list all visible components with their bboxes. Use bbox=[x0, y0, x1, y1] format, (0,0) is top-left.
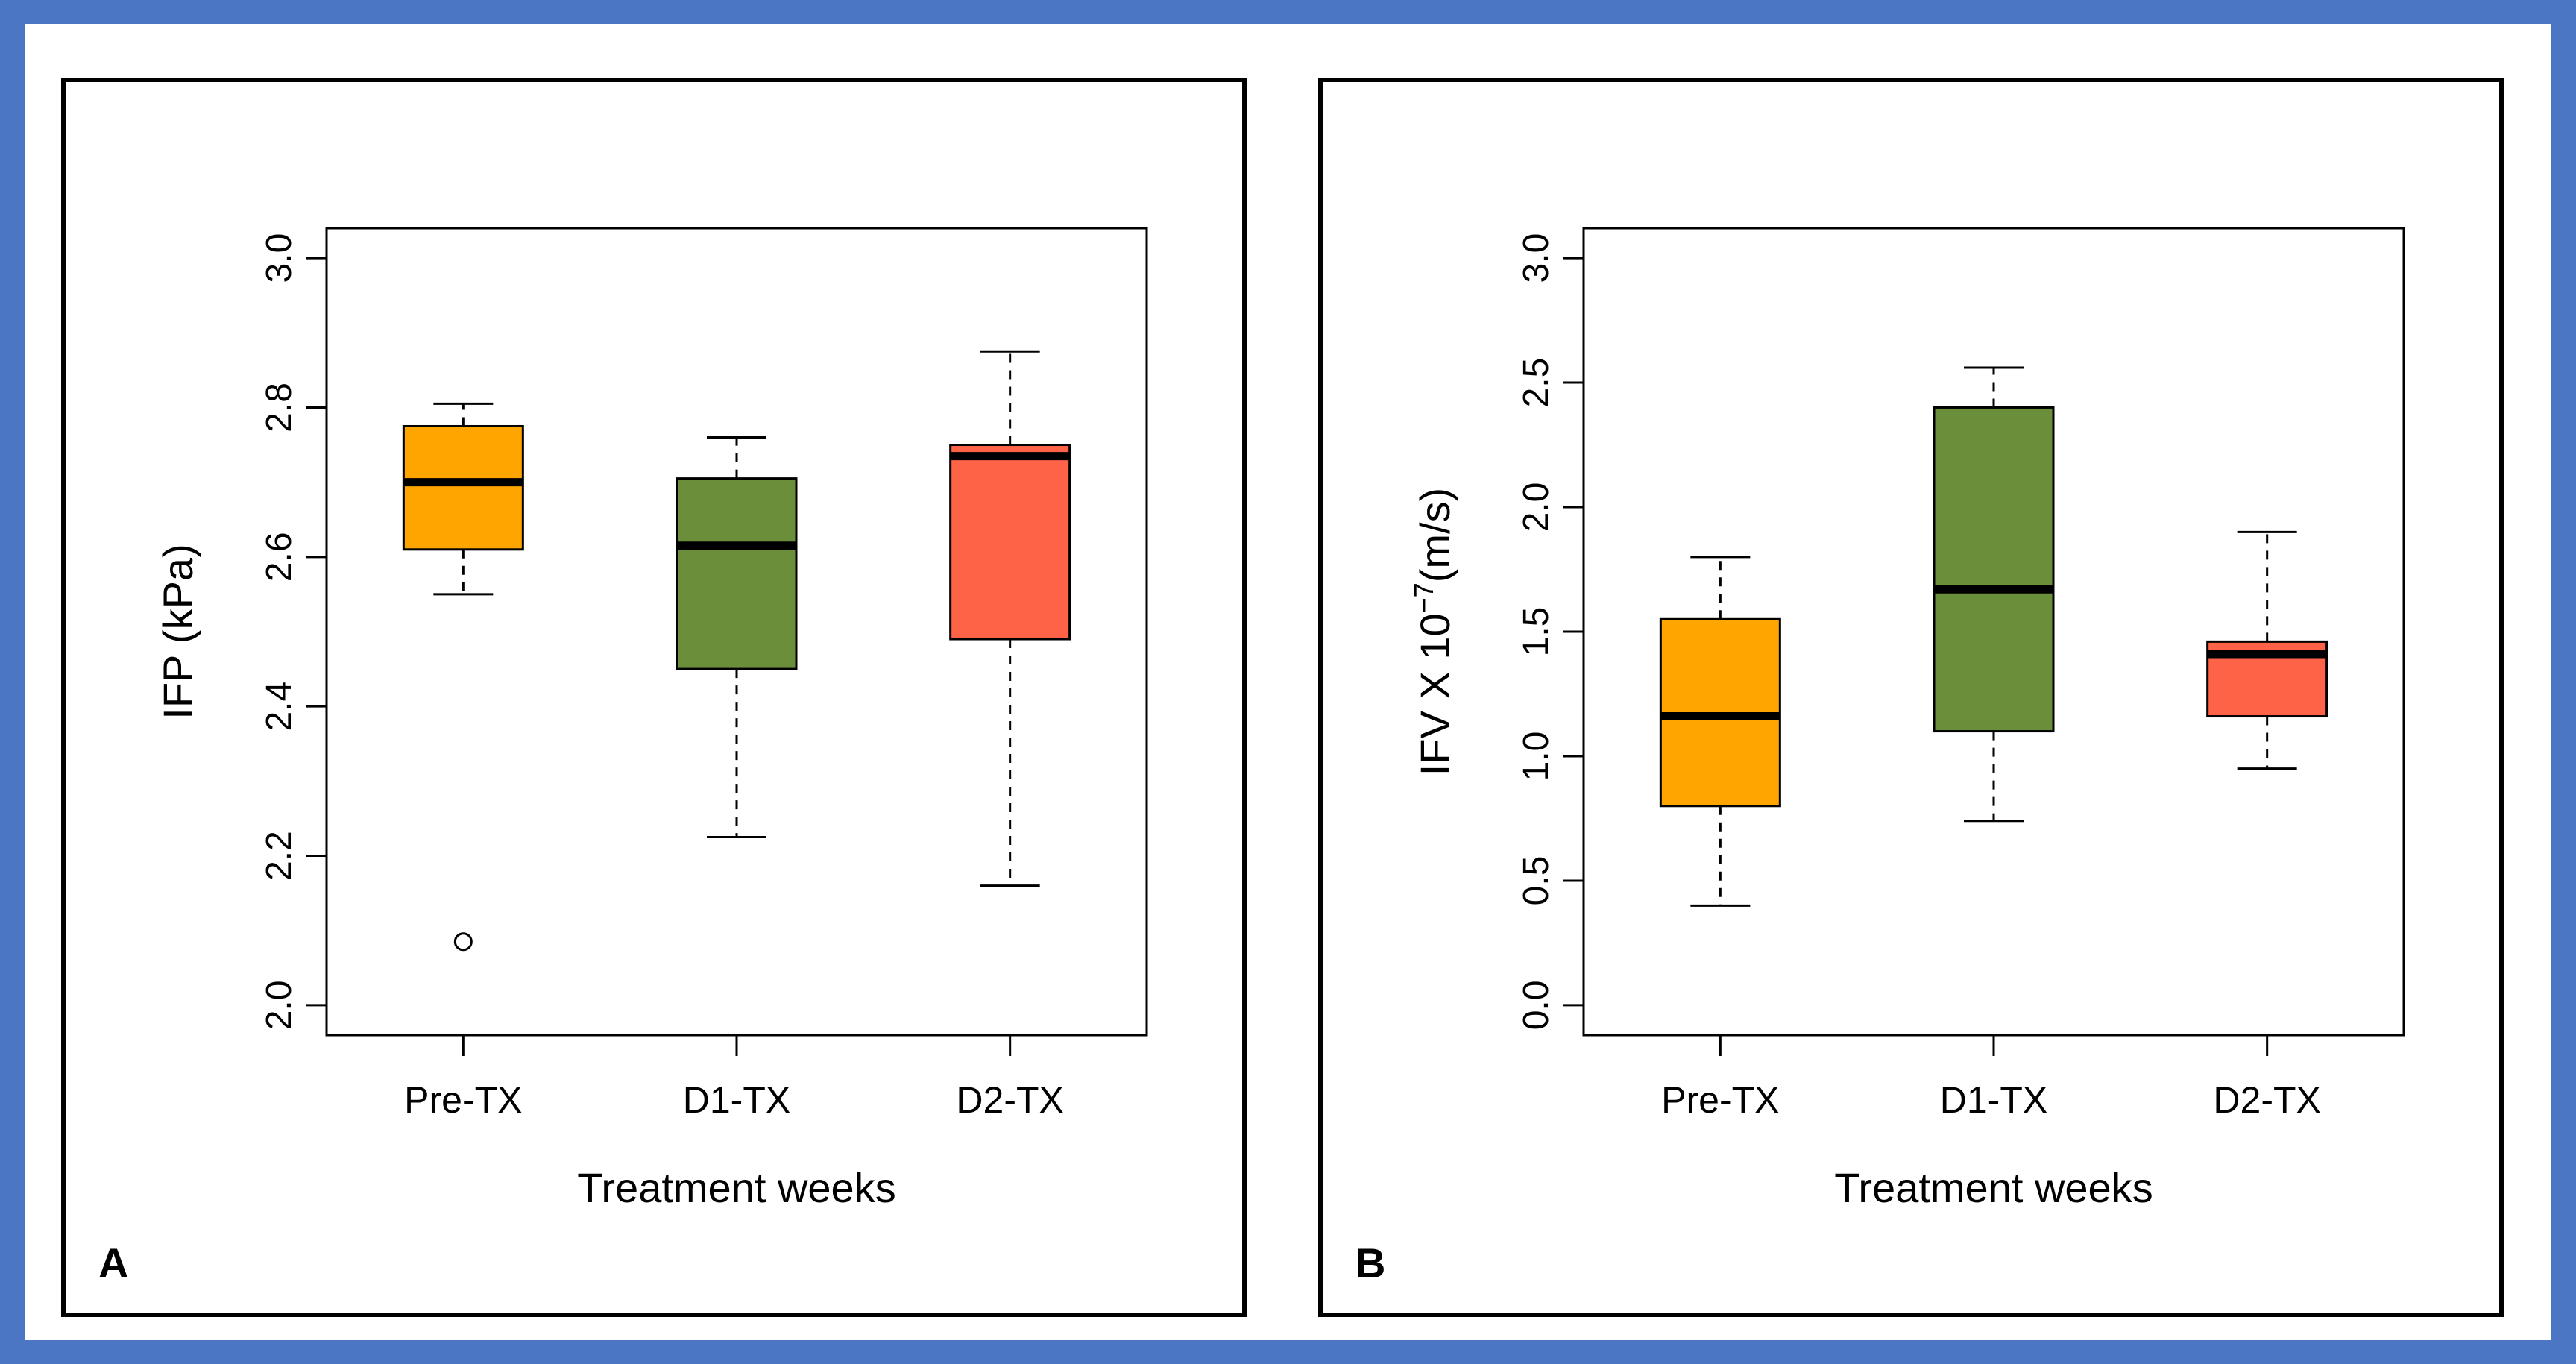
chart-a-iqr-box bbox=[676, 477, 798, 670]
chart-b-y-tick-label: 0.0 bbox=[1517, 981, 1556, 1031]
chart-b-y-tick-label: 1.5 bbox=[1517, 607, 1556, 657]
chart-a-box-pre-tx bbox=[402, 402, 524, 952]
chart-b-y-axis-title-main: IFV X 10 bbox=[1411, 613, 1458, 776]
chart-b-y-axis-title-unit: (m/s) bbox=[1411, 488, 1458, 583]
chart-b-x-tick-label: D1-TX bbox=[1940, 1079, 2047, 1121]
panel-letter-a: A bbox=[98, 1239, 129, 1286]
chart-a-y-tick-label: 2.2 bbox=[259, 831, 299, 881]
chart-b-y-axis: 0.0 0.5 1.0 1.5 2.0 2.5 3.0 bbox=[1517, 233, 1584, 1031]
chart-a-x-axis: Pre-TX D1-TX D2-TX bbox=[404, 1035, 1064, 1121]
chart-b-y-tick-label: 2.5 bbox=[1517, 358, 1556, 408]
chart-b-x-axis-title: Treatment weeks bbox=[1834, 1164, 2153, 1211]
chart-a-y-axis-title-main: IFP (kPa) bbox=[154, 544, 201, 719]
chart-b-y-tick-label: 0.5 bbox=[1517, 856, 1556, 906]
chart-a-x-tick-label: D2-TX bbox=[956, 1079, 1063, 1121]
chart-b-y-tick-label: 2.0 bbox=[1517, 483, 1556, 532]
figure-frame: 2.0 2.2 2.4 2.6 2.8 3.0 Pre-TX D1-TX D2-TX Treatm… bbox=[25, 24, 2551, 1340]
chart-a-y-tick-label: 2.0 bbox=[259, 981, 299, 1031]
chart-b-y-axis-title: IFV X 10−7(m/s) bbox=[1408, 488, 1458, 776]
chart-b-x-tick-label: D2-TX bbox=[2213, 1079, 2320, 1121]
panel-b: 0.0 0.5 1.0 1.5 2.0 2.5 3.0 Pre-TX D1-TX D2-TX Tre… bbox=[1318, 78, 2504, 1317]
chart-b-x-axis: Pre-TX D1-TX D2-TX bbox=[1661, 1035, 2321, 1121]
chart-a-y-tick-label: 2.6 bbox=[259, 532, 299, 582]
chart-b-box-pre-tx bbox=[1659, 556, 1781, 907]
panel-a: 2.0 2.2 2.4 2.6 2.8 3.0 Pre-TX D1-TX D2-TX Treatm… bbox=[61, 78, 1247, 1317]
chart-b-box-d2-tx bbox=[2206, 530, 2328, 770]
boxplot-chart-b: 0.0 0.5 1.0 1.5 2.0 2.5 3.0 Pre-TX D1-TX D2-TX Tre… bbox=[1408, 227, 2405, 1211]
chart-b-y-tick-label: 3.0 bbox=[1517, 233, 1556, 283]
chart-a-box-d2-tx bbox=[949, 350, 1071, 887]
chart-a-outlier-point bbox=[453, 932, 473, 952]
chart-a-y-tick-label: 2.8 bbox=[259, 383, 299, 433]
chart-b-y-tick-label: 1.0 bbox=[1517, 732, 1556, 782]
boxplot-chart-a: 2.0 2.2 2.4 2.6 2.8 3.0 Pre-TX D1-TX D2-TX Treatm… bbox=[154, 227, 1148, 1211]
chart-a-x-axis-title: Treatment weeks bbox=[577, 1164, 895, 1211]
chart-b-iqr-box bbox=[1933, 406, 2055, 733]
chart-a-y-tick-label: 3.0 bbox=[259, 233, 299, 283]
chart-b-x-tick-label: Pre-TX bbox=[1661, 1079, 1779, 1121]
chart-a-iqr-box bbox=[402, 424, 524, 551]
chart-b-box-d1-tx bbox=[1933, 366, 2055, 823]
chart-a-y-tick-label: 2.4 bbox=[259, 682, 299, 732]
chart-a-y-axis: 2.0 2.2 2.4 2.6 2.8 3.0 bbox=[259, 233, 327, 1031]
chart-a-x-tick-label: Pre-TX bbox=[404, 1079, 522, 1121]
chart-a-y-axis-title: IFP (kPa) bbox=[154, 544, 201, 719]
panel-letter-b: B bbox=[1355, 1239, 1386, 1286]
chart-a-x-tick-label: D1-TX bbox=[683, 1079, 790, 1121]
chart-a-box-d1-tx bbox=[676, 436, 798, 839]
chart-a-iqr-box bbox=[949, 444, 1071, 641]
chart-b-y-axis-title-exponent: −7 bbox=[1408, 582, 1439, 613]
